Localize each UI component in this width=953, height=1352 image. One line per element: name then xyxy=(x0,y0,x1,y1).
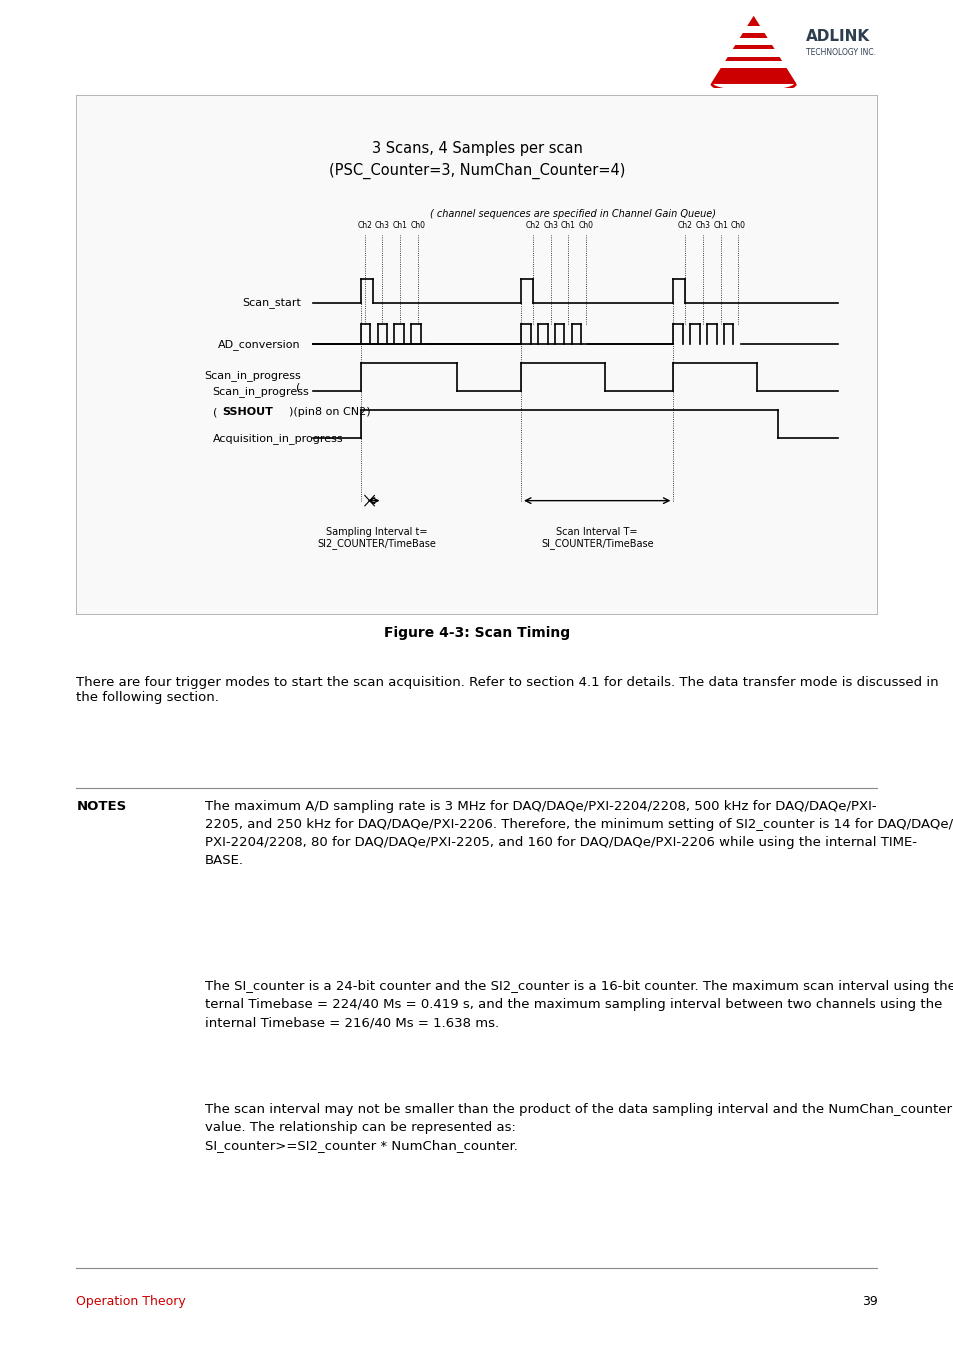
Text: Figure 4-3: Scan Timing: Figure 4-3: Scan Timing xyxy=(383,626,570,641)
Text: There are four trigger modes to start the scan acquisition. Refer to section 4.1: There are four trigger modes to start th… xyxy=(76,676,938,704)
Text: Ch3: Ch3 xyxy=(542,220,558,230)
Text: ADLINK: ADLINK xyxy=(805,30,869,45)
Text: The scan interval may not be smaller than the product of the data sampling inter: The scan interval may not be smaller tha… xyxy=(204,1103,950,1152)
Text: Ch2: Ch2 xyxy=(525,220,540,230)
Text: Ch1: Ch1 xyxy=(393,220,407,230)
Polygon shape xyxy=(715,26,786,32)
Text: Ch0: Ch0 xyxy=(730,220,745,230)
Text: SSHOUT: SSHOUT xyxy=(222,407,273,418)
Text: NOTES: NOTES xyxy=(76,800,127,814)
Polygon shape xyxy=(715,50,786,57)
Text: )(pin8 on CN2): )(pin8 on CN2) xyxy=(289,407,370,418)
Polygon shape xyxy=(715,61,786,68)
Text: Sampling Interval t=
SI2_COUNTER/TimeBase: Sampling Interval t= SI2_COUNTER/TimeBas… xyxy=(317,527,436,549)
Text: 39: 39 xyxy=(861,1295,877,1307)
Text: 3 Scans, 4 Samples per scan
(PSC_Counter=3, NumChan_Counter=4): 3 Scans, 4 Samples per scan (PSC_Counter… xyxy=(329,142,624,178)
Text: Scan Interval T=
SI_COUNTER/TimeBase: Scan Interval T= SI_COUNTER/TimeBase xyxy=(540,527,653,549)
Text: ( channel sequences are specified in Channel Gain Queue): ( channel sequences are specified in Cha… xyxy=(430,210,716,219)
Text: Operation Theory: Operation Theory xyxy=(76,1295,186,1307)
Text: Ch3: Ch3 xyxy=(695,220,710,230)
Text: Ch1: Ch1 xyxy=(560,220,576,230)
Text: The maximum A/D sampling rate is 3 MHz for DAQ/DAQe/PXI-2204/2208, 500 kHz for D: The maximum A/D sampling rate is 3 MHz f… xyxy=(204,800,952,868)
Text: Ch3: Ch3 xyxy=(375,220,390,230)
Text: The SI_counter is a 24-bit counter and the SI2_counter is a 16-bit counter. The : The SI_counter is a 24-bit counter and t… xyxy=(204,980,953,1029)
Text: Ch0: Ch0 xyxy=(410,220,425,230)
Text: TECHNOLOGY INC.: TECHNOLOGY INC. xyxy=(805,49,875,57)
Text: Ch0: Ch0 xyxy=(578,220,593,230)
Polygon shape xyxy=(715,38,786,45)
Text: (: ( xyxy=(213,407,216,418)
Text: Ch2: Ch2 xyxy=(357,220,372,230)
Text: Ch2: Ch2 xyxy=(678,220,692,230)
Text: Scan_start: Scan_start xyxy=(241,297,300,308)
Text: Scan_in_progress
(: Scan_in_progress ( xyxy=(204,369,300,392)
Polygon shape xyxy=(710,16,796,84)
Text: Scan_in_progress: Scan_in_progress xyxy=(213,385,309,396)
Text: Acquisition_in_progress: Acquisition_in_progress xyxy=(213,433,343,443)
Text: Ch1: Ch1 xyxy=(713,220,727,230)
Text: AD_conversion: AD_conversion xyxy=(218,339,300,350)
